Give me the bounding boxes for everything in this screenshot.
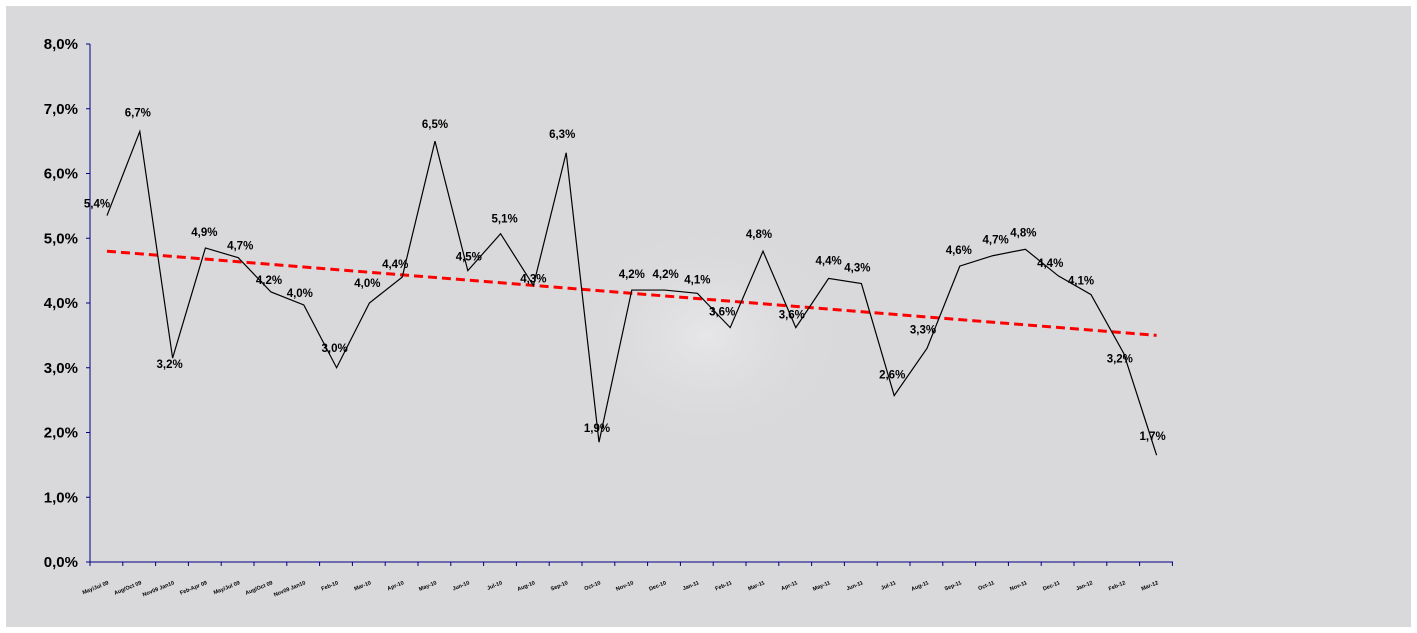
x-tick-label: Jul-10 (486, 580, 503, 592)
y-tick-label: 1,0% (44, 489, 78, 506)
data-label: 4,2% (619, 269, 645, 281)
y-tick-label: 8,0% (44, 36, 78, 53)
data-label: 2,6% (879, 370, 905, 382)
x-tick-label: May/Jul 09 (213, 580, 241, 596)
data-label: 4,2% (652, 269, 678, 281)
x-tick-label: Oct-11 (977, 580, 995, 592)
data-label: 3,6% (709, 307, 735, 319)
data-label: 5,1% (491, 214, 517, 226)
x-tick-label: Sep-10 (550, 580, 569, 592)
x-tick-label: Jan-11 (682, 580, 700, 592)
trend-line (106, 249, 1157, 337)
data-label: 3,3% (910, 324, 936, 336)
x-tick-label: Aug/Oct 09 (113, 580, 142, 596)
line-chart: 0,0% 1,0% 2,0% 3,0% 4,0% 5,0% 6,0% 7,0% 8,0% May… (44, 36, 1173, 598)
x-tick-label: Apr-11 (780, 580, 798, 592)
x-tick-label: May-10 (418, 580, 438, 593)
y-tick-label: 3,0% (44, 360, 78, 377)
y-tick-label: 5,0% (44, 230, 78, 247)
data-label: 4,3% (844, 263, 870, 275)
data-label: 4,0% (287, 288, 313, 300)
y-axis-labels: 0,0% 1,0% 2,0% 3,0% 4,0% 5,0% 6,0% 7,0% 8,0% (44, 36, 78, 571)
data-label: 4,6% (946, 245, 972, 257)
data-label: 4,4% (815, 255, 841, 267)
data-label: 1,9% (584, 423, 610, 435)
x-axis-ticks (89, 562, 1173, 566)
x-tick-label: Nov09 Jan10 (273, 580, 306, 598)
x-tick-label: Nov-11 (1009, 580, 1028, 592)
data-label: 4,5% (456, 252, 482, 264)
data-label: 6,5% (422, 119, 448, 131)
data-label: 3,2% (156, 359, 182, 371)
x-tick-label: Mar-12 (1141, 580, 1160, 592)
data-label: 4,0% (354, 278, 380, 290)
data-label: 5,4% (84, 199, 110, 211)
x-tick-label: Jun-10 (452, 580, 471, 592)
x-tick-label: Feb-12 (1108, 580, 1127, 592)
data-label: 4,2% (256, 275, 282, 287)
data-label: 4,7% (982, 235, 1008, 247)
data-label: 4,4% (382, 259, 408, 271)
data-label: 6,7% (125, 107, 151, 119)
x-tick-label: Jan-12 (1075, 580, 1093, 592)
x-tick-label: Dec-10 (648, 580, 667, 592)
x-tick-label: Dec-11 (1042, 580, 1061, 592)
y-tick-label: 2,0% (44, 425, 78, 442)
x-tick-label: May/Jul 09 (82, 580, 110, 596)
x-tick-label: Feb-Apr 09 (179, 580, 208, 596)
data-label: 3,2% (1107, 354, 1133, 366)
series-line (106, 129, 1158, 456)
data-label: 6,3% (549, 129, 575, 141)
data-label: 4,1% (684, 274, 710, 286)
data-labels: 5,4%6,7%3,2%4,9%4,7%4,2%4,0%3,0%4,0%4,4%… (84, 107, 1166, 443)
chart-panel: 0,0% 1,0% 2,0% 3,0% 4,0% 5,0% 6,0% 7,0% 8,0% May… (6, 6, 1411, 627)
data-label: 4,4% (1037, 258, 1063, 270)
data-label: 3,6% (779, 310, 805, 322)
x-tick-label: Aug-11 (910, 580, 929, 592)
y-tick-label: 7,0% (44, 101, 78, 118)
x-tick-label: Jul-11 (880, 580, 897, 591)
y-tick-label: 4,0% (44, 295, 78, 312)
x-tick-label: Aug-10 (517, 580, 537, 593)
x-tick-label: Jun-11 (846, 580, 864, 592)
data-label: 4,1% (1068, 276, 1094, 288)
x-tick-label: Apr-10 (387, 580, 405, 592)
y-axis-ticks (86, 43, 90, 563)
y-tick-label: 6,0% (44, 166, 78, 183)
x-axis-labels: May/Jul 09 Aug/Oct 09 Nov09 Jan10 Feb-Apr 0… (82, 580, 1160, 598)
x-tick-label: Oct-10 (584, 580, 602, 592)
y-tick-label: 0,0% (44, 554, 78, 571)
x-tick-label: Feb-11 (715, 580, 733, 592)
x-tick-label: May-11 (812, 580, 831, 592)
data-label: 4,9% (191, 227, 217, 239)
plot-highlight (556, 216, 856, 456)
data-label: 1,7% (1139, 431, 1165, 443)
x-tick-label: Sep-11 (944, 580, 963, 592)
data-label: 4,7% (227, 241, 253, 253)
data-label: 4,8% (746, 229, 772, 241)
x-tick-label: Feb-10 (321, 580, 340, 592)
data-label: 3,0% (321, 343, 347, 355)
data-label: 4,3% (520, 274, 546, 286)
x-tick-label: Mar-10 (353, 580, 372, 592)
x-tick-label: Nov09 Jan10 (142, 580, 175, 598)
x-tick-label: Nov-10 (615, 580, 634, 592)
x-tick-label: Aug/Oct 09 (245, 580, 274, 596)
x-tick-label: Mar-11 (747, 580, 765, 592)
data-label: 4,8% (1010, 227, 1036, 239)
